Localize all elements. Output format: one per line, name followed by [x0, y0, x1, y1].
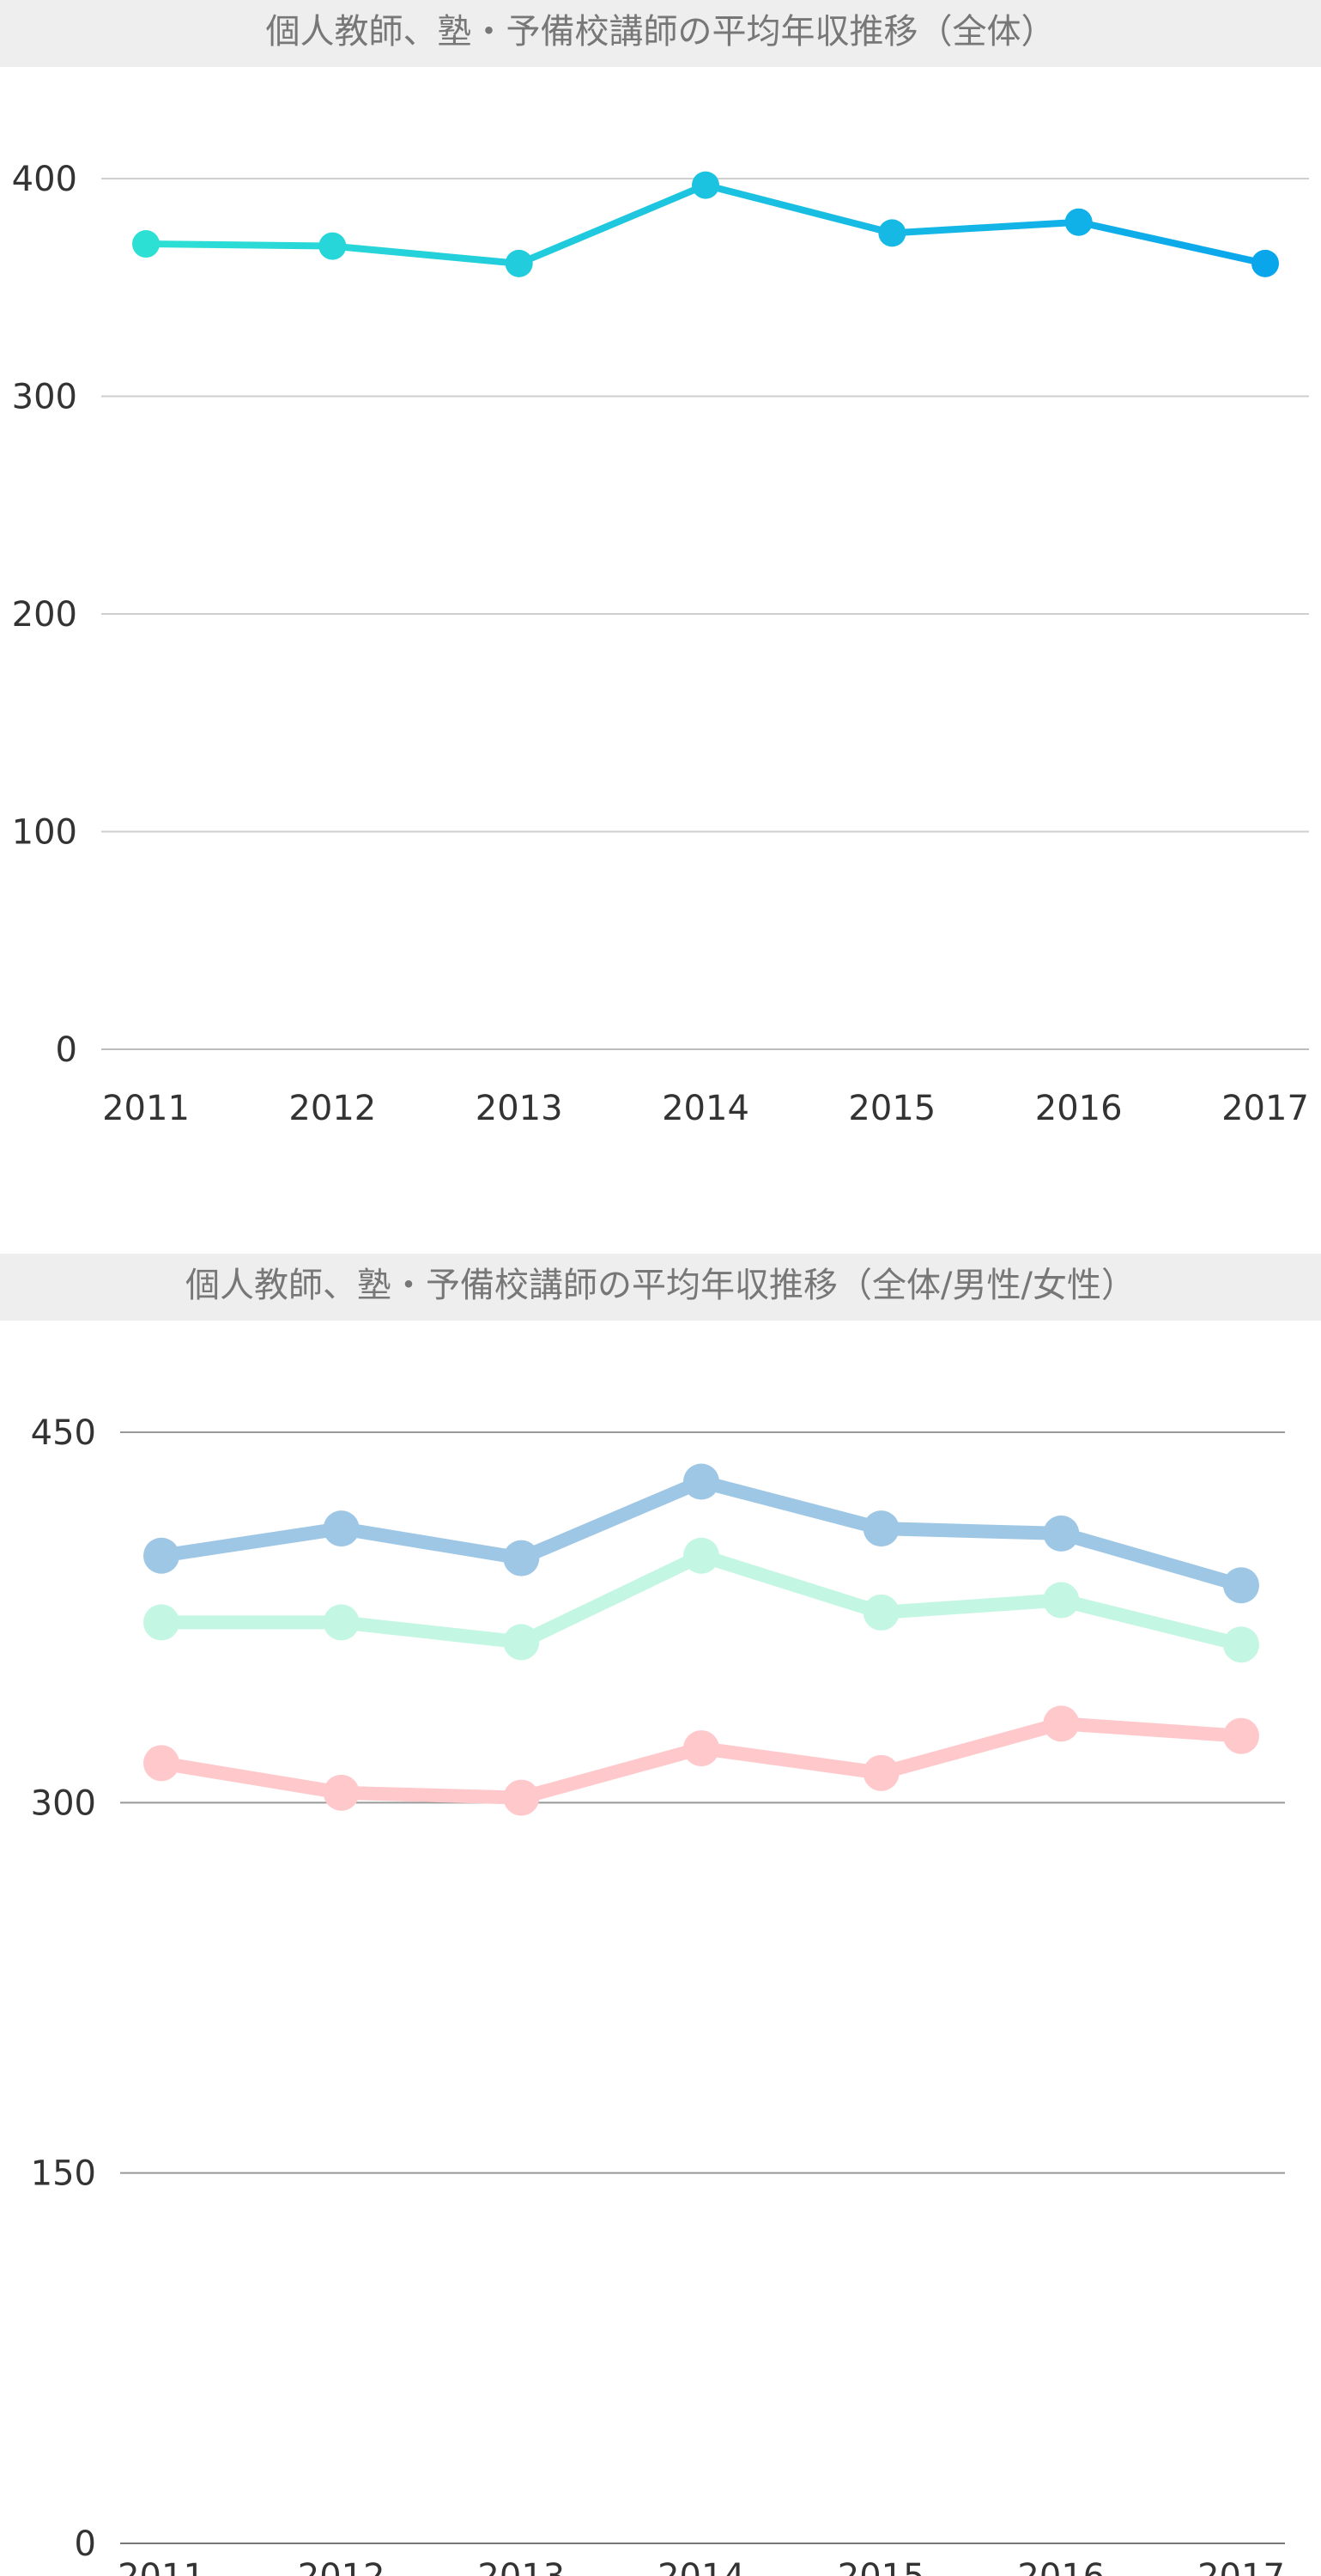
- y-tick-label: 100: [12, 813, 77, 853]
- data-point: [323, 1510, 360, 1547]
- x-tick-label: 2015: [848, 1089, 936, 1128]
- data-point: [863, 1594, 900, 1631]
- data-point: [323, 1604, 360, 1641]
- data-point: [132, 230, 160, 258]
- data-point: [505, 249, 533, 277]
- data-point: [692, 171, 719, 199]
- x-tick-label: 2014: [662, 1089, 749, 1128]
- x-tick-label: 2011: [118, 2557, 205, 2576]
- y-tick-label: 0: [56, 1030, 77, 1070]
- data-point: [318, 232, 347, 260]
- y-tick-label: 300: [12, 378, 77, 417]
- data-point: [1043, 1705, 1080, 1742]
- x-tick-label: 2013: [477, 2557, 565, 2576]
- y-tick-label: 150: [31, 2154, 96, 2194]
- data-point: [1043, 1515, 1080, 1552]
- x-tick-label: 2013: [476, 1089, 563, 1128]
- x-tick-label: 2016: [1017, 2557, 1105, 2576]
- data-point: [1251, 249, 1279, 277]
- x-tick-label: 2017: [1197, 2557, 1285, 2576]
- data-point: [1043, 1582, 1080, 1619]
- data-point: [683, 1537, 719, 1574]
- x-tick-label: 2015: [838, 2557, 925, 2576]
- data-point: [1064, 208, 1093, 236]
- x-tick-label: 2017: [1221, 1089, 1309, 1128]
- data-point: [503, 1540, 540, 1577]
- data-point: [323, 1774, 360, 1811]
- y-tick-label: 200: [12, 595, 77, 635]
- data-point: [863, 1754, 900, 1791]
- data-point: [503, 1624, 540, 1661]
- data-point: [683, 1463, 719, 1500]
- data-point: [863, 1510, 900, 1547]
- chart-1: 0 100 200 300 400 2011 2012 2013 2014 2015 2016 201…: [12, 160, 1309, 1128]
- x-tick-label: 2012: [288, 1089, 376, 1128]
- data-point: [1223, 1626, 1259, 1663]
- data-point: [143, 1604, 179, 1641]
- chart-2-title: 個人教師、塾・予備校講師の平均年収推移（全体/男性/女性）: [0, 1254, 1321, 1321]
- y-tick-label: 300: [31, 1783, 96, 1823]
- data-point: [878, 219, 906, 247]
- data-point: [503, 1779, 540, 1816]
- x-tick-label: 2012: [298, 2557, 385, 2576]
- chart-2: 0 150 300 450 2011 2012 2013 2014 2015 2016 2017: [31, 1413, 1285, 2576]
- chart-1-title: 個人教師、塾・予備校講師の平均年収推移（全体）: [0, 0, 1321, 67]
- y-tick-label: 0: [75, 2524, 96, 2564]
- data-point: [1223, 1567, 1259, 1604]
- data-point: [683, 1730, 719, 1767]
- x-tick-label: 2016: [1035, 1089, 1123, 1128]
- x-tick-label: 2011: [102, 1089, 190, 1128]
- data-point: [1223, 1717, 1259, 1754]
- y-tick-label: 450: [31, 1413, 96, 1453]
- data-point: [143, 1745, 179, 1782]
- y-tick-label: 400: [12, 160, 77, 199]
- data-point: [143, 1537, 179, 1574]
- x-tick-label: 2014: [657, 2557, 745, 2576]
